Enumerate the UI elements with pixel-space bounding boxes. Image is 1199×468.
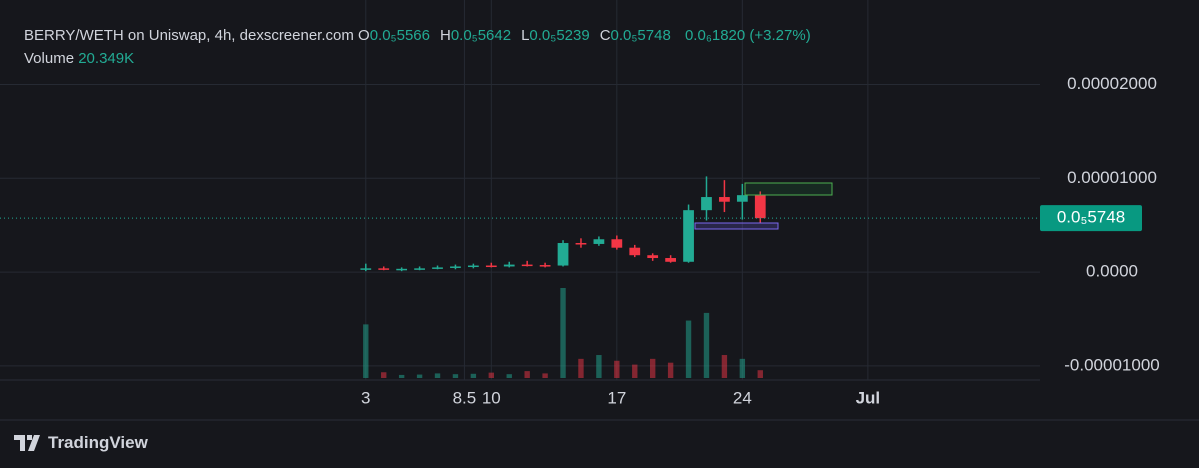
volume-bar [434, 373, 441, 378]
volume-bar [650, 358, 656, 378]
ohlc-label: O [358, 27, 370, 44]
volume-bar [398, 374, 405, 378]
last-price-box [1040, 205, 1142, 232]
volume-bar [757, 370, 763, 378]
volume-bar [488, 372, 494, 378]
brand-logo [14, 435, 40, 451]
candle-body [378, 268, 390, 270]
volume-label: Volume [24, 50, 75, 67]
volume-bar [685, 320, 692, 378]
ohlc-value: 0.0₅5642 [450, 27, 512, 44]
candle-body [360, 268, 372, 270]
brand: TradingView [14, 433, 148, 453]
ohlc: O0.0₅5566 H0.0₅5642 L0.0₅5239 C0.0₅5748 [358, 27, 681, 44]
volume-bar [721, 355, 728, 378]
volume-bar [703, 312, 710, 378]
candle-body [557, 243, 569, 266]
candle-body [593, 239, 605, 244]
change: 0.0₆1820 (+3.27%) [684, 27, 811, 44]
volume-bar [614, 360, 620, 378]
volume-bar [363, 324, 369, 378]
x-tick-label: 17 [607, 388, 626, 407]
volume-bar [524, 371, 530, 378]
symbol: BERRY/WETH on Uniswap, 4h, dexscreener.c… [24, 27, 354, 44]
candle-body [575, 243, 587, 245]
volume-bar [578, 358, 584, 378]
x-tick-label: 3 [361, 388, 370, 407]
candle-body [754, 195, 766, 219]
candle-body [736, 195, 748, 202]
candle-body [701, 197, 712, 211]
volume-bar [667, 362, 674, 378]
candle-body [432, 267, 443, 269]
candle-body [719, 197, 730, 202]
candle-body [503, 264, 515, 267]
volume-bar [560, 288, 566, 378]
x-tick-label: 8.5 [453, 388, 477, 407]
volume-bar [416, 374, 423, 378]
annotation-box [694, 222, 779, 230]
y-tick-label: 0.00001000 [1067, 168, 1157, 187]
volume-bar [381, 372, 387, 378]
volume-value: 20.349K [78, 50, 135, 67]
candle-body [539, 265, 551, 267]
y-tick-label: 0.0000 [1086, 262, 1138, 281]
volume-row: Volume 20.349K [24, 47, 811, 70]
ohlc-value: 0.0₅5566 [369, 27, 430, 44]
candle-body [450, 266, 461, 268]
volume-bar [596, 355, 602, 378]
candle-body [665, 258, 676, 262]
ohlc-label: H [439, 27, 451, 44]
candle-body [485, 265, 497, 268]
ohlc-value: 0.0₅5748 [610, 27, 671, 44]
ohlc-label: L [521, 27, 530, 44]
volume-bar [452, 374, 459, 378]
last-price-label: 0.0₅5748 [1057, 208, 1125, 227]
ohlc-value: 0.0₅5239 [529, 27, 590, 44]
candle-body [468, 265, 479, 268]
brand-text: TradingView [48, 433, 148, 452]
x-tick-label: 24 [733, 388, 752, 407]
candle-body [647, 255, 659, 259]
y-tick-label: 0.00002000 [1067, 74, 1157, 93]
candle-body [629, 247, 641, 256]
candle-body [683, 210, 694, 262]
volume-bar [470, 373, 477, 378]
annotation-box [744, 182, 833, 196]
volume-bar [506, 374, 512, 378]
x-tick-label: 10 [482, 388, 501, 407]
volume-bar [739, 358, 746, 378]
x-tick-label: Jul [856, 388, 881, 407]
volume-bar [542, 373, 548, 378]
candle-body [396, 268, 408, 271]
y-tick-label: -0.00001000 [1064, 355, 1159, 374]
ohlc-row: BERRY/WETH on Uniswap, 4h, dexscreener.c… [24, 24, 811, 47]
legend: BERRY/WETH on Uniswap, 4h, dexscreener.c… [24, 24, 811, 70]
candle-body [414, 268, 425, 270]
volume-bar [632, 364, 638, 378]
candle-body [521, 264, 533, 267]
candle-body [611, 239, 623, 248]
ohlc-label: C [599, 27, 611, 44]
